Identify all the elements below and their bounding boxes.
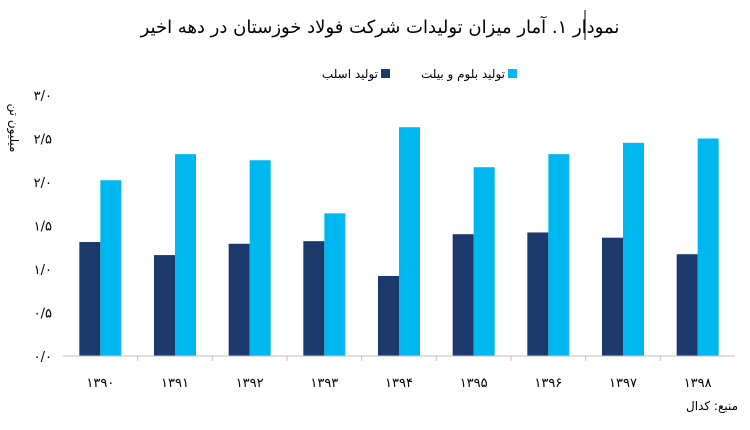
bars [79, 127, 719, 361]
x-tick-label: ۱۳۹۰ [86, 376, 114, 391]
x-tick-label: ۱۳۹۴ [385, 376, 413, 391]
y-tick-label: ۱/۰ [34, 263, 52, 278]
x-tick-label: ۱۳۹۸ [684, 376, 712, 391]
bar-slab [452, 234, 474, 356]
y-tick-label: ۰/۵ [34, 307, 52, 322]
bar-bloom-billet [697, 138, 719, 356]
bar-bloom-billet [175, 154, 196, 356]
bar-slab [378, 275, 399, 356]
legend-swatch [381, 69, 390, 78]
x-tick-label: ۱۳۹۶ [534, 376, 562, 391]
legend-swatch [508, 69, 517, 78]
bar-bloom-billet [324, 213, 346, 356]
y-tick-label: ۲/۰ [34, 176, 52, 191]
y-axis-ticks: ۰/۰ ۰/۵ ۱/۰ ۱/۵ ۲/۰ ۲/۵ ۳/۰ [34, 89, 52, 365]
y-tick-label: ۲/۵ [34, 133, 52, 148]
bar-bloom-billet [100, 180, 122, 356]
y-tick-label: ۰/۰ [34, 350, 52, 365]
bar-bloom-billet [473, 167, 495, 356]
bar-slab [676, 254, 698, 356]
x-axis-ticks: ۱۳۹۰ ۱۳۹۱ ۱۳۹۲ ۱۳۹۳ ۱۳۹۴ ۱۳۹۵ ۱۳۹۶ ۱۳۹۷ ۱۳۹۸ [86, 376, 711, 391]
legend-label: تولید بلوم و بیلت [421, 67, 505, 82]
bar-bloom-billet [623, 142, 644, 356]
y-axis-label: میلیون تن [6, 104, 21, 153]
bar-slab [303, 241, 325, 356]
bar-bloom-billet [399, 127, 420, 356]
x-tick-label: ۱۳۹۵ [460, 376, 488, 391]
y-tick-label: ۳/۰ [34, 89, 52, 104]
bar-slab [228, 243, 250, 356]
chart-title: نمودار ۱. آمار میزان تولیدات شرکت فولاد … [140, 15, 620, 38]
bar-slab [527, 232, 549, 356]
bar-slab [154, 255, 175, 356]
x-tick-label: ۱۳۹۳ [310, 376, 338, 391]
bar-slab [602, 237, 623, 356]
y-tick-label: ۱/۵ [34, 220, 52, 235]
x-tick-label: ۱۳۹۱ [161, 376, 189, 391]
source-note: منبع: کدال [686, 399, 738, 413]
legend: تولید بلوم و بیلت تولید اسلب [322, 67, 517, 82]
bar-bloom-billet [249, 160, 271, 356]
legend-label: تولید اسلب [322, 67, 378, 82]
x-tick-label: ۱۳۹۷ [609, 376, 637, 391]
bar-bloom-billet [548, 154, 570, 356]
bar-slab [79, 242, 101, 356]
x-tick-label: ۱۳۹۲ [236, 376, 264, 391]
